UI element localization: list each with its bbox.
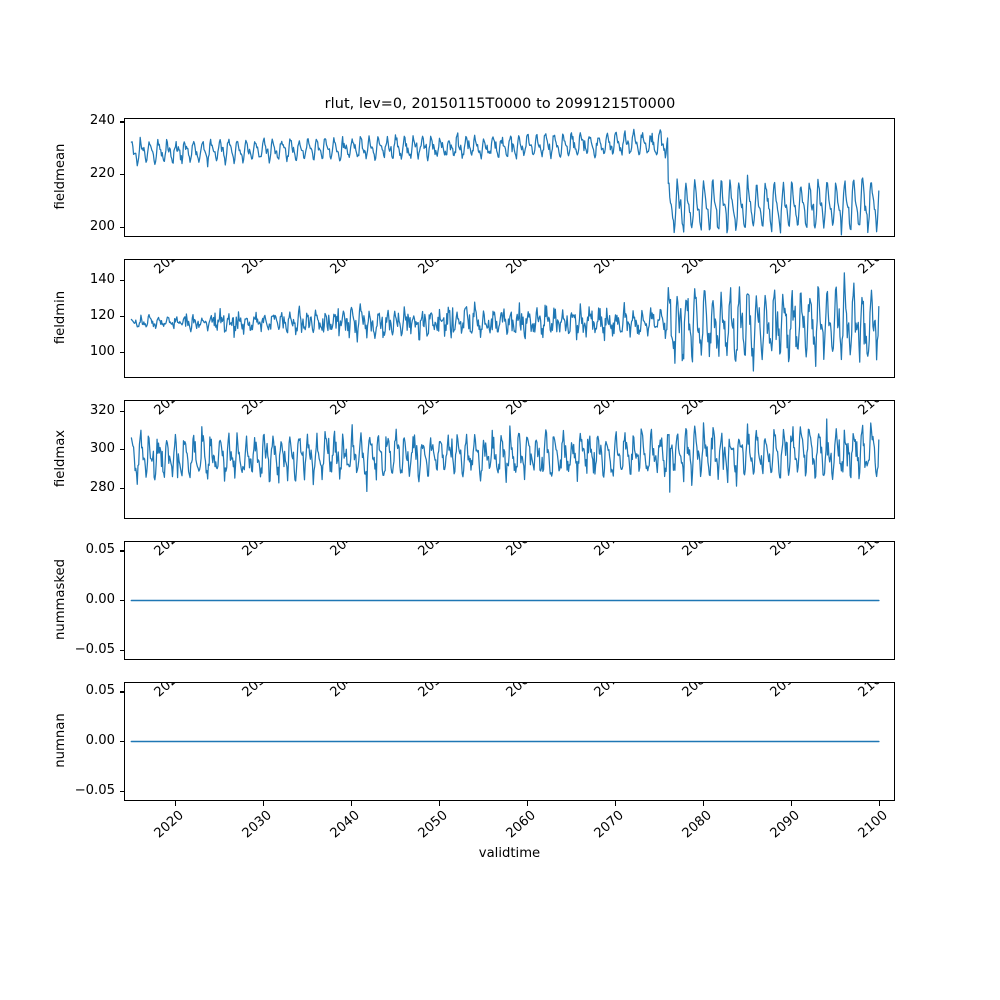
- y-tick-label: 240: [89, 113, 115, 129]
- y-tick-mark: [119, 550, 124, 552]
- y-tick-label: 0.00: [85, 592, 115, 607]
- subplot-label-clip-band: [0, 237, 1000, 259]
- x-tick-mark: [174, 801, 176, 806]
- x-tick-label: 2070: [591, 808, 627, 842]
- subplot-fieldmin: 100 120 140 fieldmin 2020 2030 2040 2050 2060 207…: [53, 259, 895, 418]
- figure-title: rlut, lev=0, 20150115T0000 to 20991215T0…: [324, 96, 676, 112]
- y-tick-label: 0.00: [85, 733, 115, 748]
- x-tick-mark: [878, 801, 880, 806]
- x-tick-label: 2090: [767, 808, 803, 842]
- subplot-fieldmean: 200 220 240 fieldmean 2020 2030 2040 2050 2060 20…: [53, 113, 895, 277]
- x-tick-mark: [262, 801, 264, 806]
- y-tick-mark: [119, 411, 124, 413]
- x-tick-label: 2050: [415, 808, 451, 842]
- y-tick-label: 100: [89, 344, 115, 360]
- y-axis-label-fieldmean: fieldmean: [52, 143, 68, 209]
- y-axis-label-fieldmax: fieldmax: [52, 429, 68, 487]
- x-tick-label: 2040: [327, 808, 363, 842]
- y-tick-label: 140: [89, 272, 115, 288]
- y-axis-label-fieldmin: fieldmin: [52, 290, 68, 344]
- y-tick-mark: [119, 691, 124, 693]
- y-tick-mark: [119, 487, 124, 489]
- x-tick-mark: [614, 801, 616, 806]
- x-tick-label: 2100: [855, 808, 891, 842]
- subplot-fieldmax: 280 300 320 fieldmax 2020 2030 2040 2050 2060 207…: [53, 400, 895, 559]
- x-tick-label: 2060: [503, 808, 539, 842]
- subplot-label-clip-band: [0, 660, 1000, 682]
- y-tick-mark: [119, 449, 124, 451]
- y-tick-mark: [119, 741, 124, 743]
- subplot-nummasked: −0.05 0.00 0.05 nummasked 2020 2030 2040 2050 20…: [53, 541, 895, 700]
- x-tick-label: 2030: [239, 808, 275, 842]
- x-tick-mark: [526, 801, 528, 806]
- y-tick-label: 0.05: [85, 542, 115, 558]
- x-tick-label: 2020: [151, 808, 187, 842]
- y-tick-label: −0.05: [74, 782, 115, 798]
- subplot-label-clip-band: [0, 378, 1000, 400]
- y-tick-mark: [119, 174, 124, 176]
- plot-line-fieldmax: [130, 418, 880, 493]
- plot-line-nummasked: [130, 599, 880, 602]
- subplot-numnan: −0.05 0.00 0.05 numnan 2020 2030 2040 2050 2060 2…: [53, 682, 895, 841]
- x-tick-label: 2080: [679, 808, 715, 842]
- y-axis-label-numnan: numnan: [52, 712, 68, 768]
- y-tick-label: 280: [89, 479, 115, 495]
- y-tick-mark: [119, 280, 124, 282]
- y-tick-mark: [119, 600, 124, 602]
- y-tick-label: 200: [89, 219, 115, 235]
- y-axis-label-nummasked: nummasked: [52, 558, 68, 640]
- x-tick-mark: [438, 801, 440, 806]
- plot-line-fieldmean: [130, 128, 880, 236]
- x-tick-mark: [350, 801, 352, 806]
- x-tick-mark: [702, 801, 704, 806]
- subplot-label-clip-band: [0, 519, 1000, 541]
- y-tick-label: 120: [89, 308, 115, 324]
- plot-line-fieldmin: [130, 272, 880, 372]
- x-tick-mark: [790, 801, 792, 806]
- y-tick-label: 0.05: [85, 683, 115, 699]
- plot-line-numnan: [130, 740, 880, 743]
- y-tick-label: 320: [89, 403, 115, 419]
- y-tick-mark: [119, 790, 124, 792]
- y-tick-mark: [119, 121, 124, 123]
- y-tick-mark: [119, 227, 124, 229]
- y-tick-label: −0.05: [74, 641, 115, 657]
- y-tick-label: 300: [89, 441, 115, 457]
- x-axis-label: validtime: [478, 846, 541, 861]
- y-tick-mark: [119, 352, 124, 354]
- y-tick-label: 220: [89, 166, 115, 182]
- y-tick-mark: [119, 649, 124, 651]
- y-tick-mark: [119, 316, 124, 318]
